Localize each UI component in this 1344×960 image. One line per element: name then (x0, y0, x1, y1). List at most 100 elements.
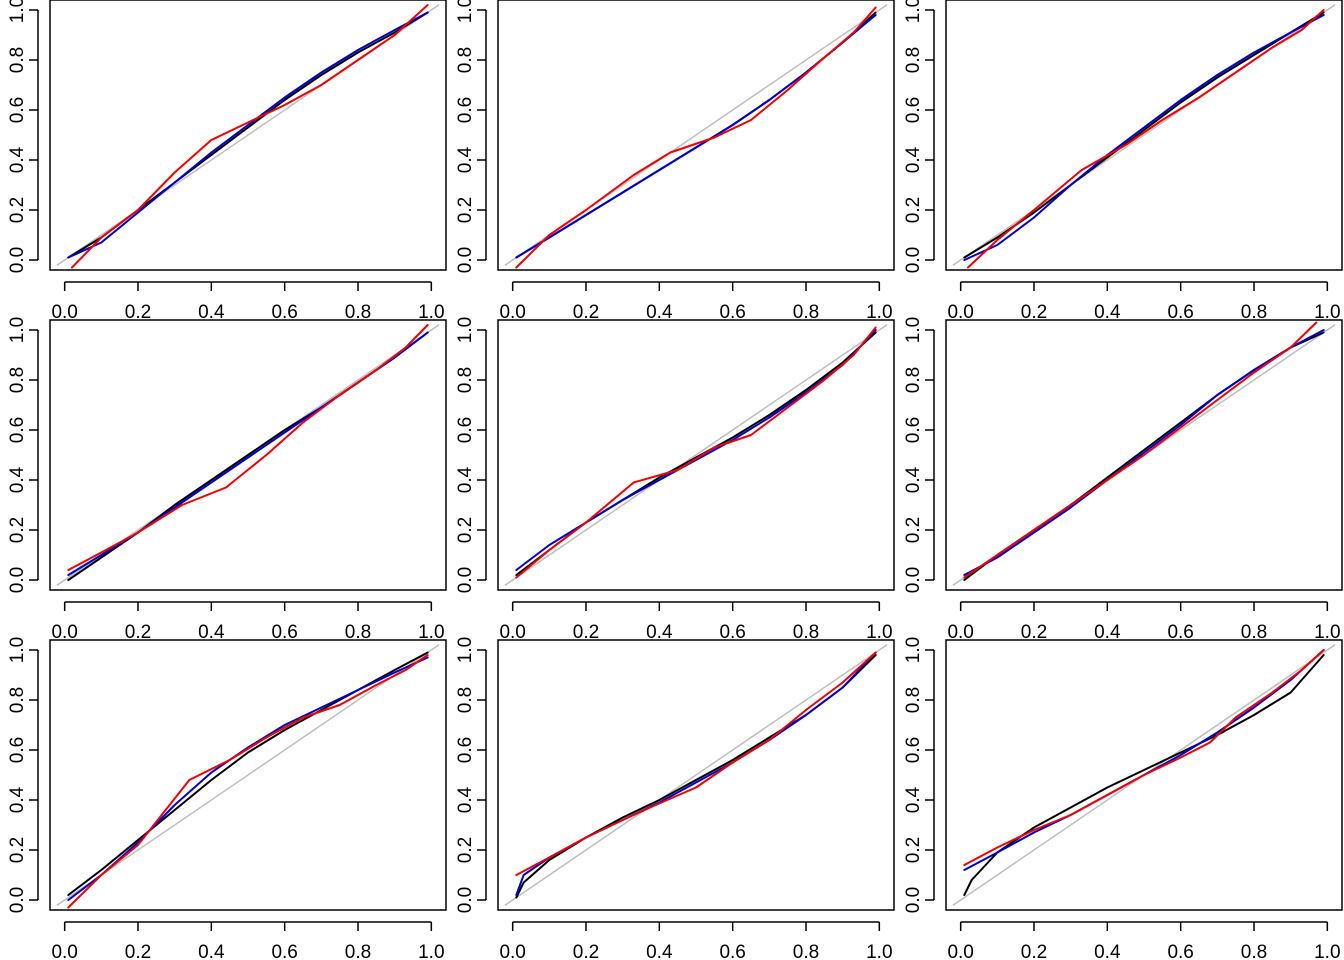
plot-frame (49, 319, 447, 591)
y-tick-label: 0.0 (903, 247, 924, 273)
y-tick-label: 0.4 (7, 466, 28, 493)
y-tick-label: 1.0 (903, 0, 924, 23)
y-tick-label: 0.8 (7, 47, 28, 73)
y-tick-label: 0.0 (903, 567, 924, 593)
series-line-3 (67, 654, 429, 909)
x-tick-label: 0.4 (198, 302, 225, 323)
y-tick-label: 0.4 (7, 786, 28, 813)
panel-row3-col2: 0.0 0.2 0.4 0.6 0.8 1.0 0.0 0.2 0.4 0.6 0.8 1.0 (455, 637, 895, 960)
x-tick-label: 0.6 (719, 942, 745, 960)
x-tick-label: 0.0 (51, 302, 77, 323)
x-tick-label: 0.6 (271, 622, 297, 643)
x-tick-label: 1.0 (418, 942, 444, 960)
x-tick-label: 0.6 (1167, 942, 1193, 960)
x-tick-label: 0.4 (1094, 942, 1121, 960)
y-tick-label: 1.0 (7, 0, 28, 23)
y-tick-label: 0.2 (7, 837, 28, 863)
y-tick-label: 0.6 (903, 737, 924, 763)
x-tick-label: 0.4 (646, 942, 673, 960)
x-tick-label: 0.0 (499, 622, 525, 643)
series-line-2 (963, 329, 1325, 576)
y-tick-label: 0.8 (7, 687, 28, 713)
y-tick-label: 0.2 (903, 837, 924, 863)
x-tick-label: 0.0 (51, 622, 77, 643)
x-tick-label: 1.0 (866, 302, 892, 323)
x-tick-label: 0.6 (271, 942, 297, 960)
y-tick-label: 0.0 (7, 247, 28, 273)
series-line-3 (515, 651, 877, 876)
plot-frame (945, 319, 1343, 591)
y-tick-label: 0.6 (455, 737, 476, 763)
y-tick-label: 0.4 (903, 146, 924, 173)
y-tick-label: 0.2 (903, 197, 924, 223)
x-tick-label: 1.0 (1314, 622, 1340, 643)
y-tick-label: 1.0 (455, 317, 476, 343)
y-tick-label: 0.2 (455, 517, 476, 543)
x-tick-label: 0.2 (1021, 622, 1047, 643)
y-tick-label: 0.0 (7, 887, 28, 913)
y-tick-label: 0.6 (903, 417, 924, 443)
series-line-3 (515, 326, 877, 579)
y-tick-label: 1.0 (903, 637, 924, 663)
series-line-2 (67, 656, 429, 901)
panel-row3-col1: 0.0 0.2 0.4 0.6 0.8 1.0 0.0 0.2 0.4 0.6 0.8 1.0 (7, 637, 447, 960)
y-tick-label: 0.8 (903, 47, 924, 73)
x-tick-label: 0.0 (499, 302, 525, 323)
y-tick-label: 0.4 (455, 146, 476, 173)
series-line-1 (963, 654, 1325, 896)
x-tick-label: 0.8 (345, 302, 371, 323)
x-tick-label: 1.0 (1314, 302, 1340, 323)
plot-frame (945, 639, 1343, 911)
y-tick-label: 0.2 (7, 197, 28, 223)
x-tick-label: 1.0 (866, 942, 892, 960)
panel-row2-col3: 0.0 0.2 0.4 0.6 0.8 1.0 0.0 0.2 0.4 0.6 0.8 1.0 (903, 317, 1343, 643)
reference-diagonal-line (504, 644, 888, 906)
x-tick-label: 0.2 (573, 302, 599, 323)
series-line-2 (67, 11, 429, 259)
y-tick-label: 0.0 (455, 887, 476, 913)
plot-frame (497, 0, 895, 271)
y-tick-label: 0.6 (7, 417, 28, 443)
series-line-2 (963, 14, 1325, 261)
x-tick-label: 0.0 (947, 622, 973, 643)
x-tick-label: 1.0 (1314, 942, 1340, 960)
x-tick-label: 0.8 (345, 942, 371, 960)
y-tick-label: 0.4 (455, 466, 476, 493)
y-tick-label: 0.6 (903, 97, 924, 123)
x-tick-label: 0.4 (198, 622, 225, 643)
panel-row1-col2: 0.0 0.2 0.4 0.6 0.8 1.0 0.0 0.2 0.4 0.6 0.8 1.0 (455, 0, 895, 323)
y-tick-label: 0.0 (7, 567, 28, 593)
y-tick-label: 0.2 (7, 517, 28, 543)
y-tick-label: 0.6 (455, 97, 476, 123)
series-line-3 (67, 324, 429, 571)
panel-row2-col2: 0.0 0.2 0.4 0.6 0.8 1.0 0.0 0.2 0.4 0.6 0.8 1.0 (455, 317, 895, 643)
y-tick-label: 0.2 (455, 197, 476, 223)
y-tick-label: 0.8 (455, 367, 476, 393)
x-tick-label: 0.0 (947, 302, 973, 323)
x-tick-label: 0.8 (1241, 942, 1267, 960)
y-tick-label: 0.6 (7, 737, 28, 763)
plot-frame (497, 639, 895, 911)
plot-frame (49, 0, 447, 271)
x-tick-label: 0.2 (1021, 942, 1047, 960)
y-tick-label: 1.0 (7, 637, 28, 663)
x-tick-label: 0.8 (793, 942, 819, 960)
panel-row1-col3: 0.0 0.2 0.4 0.6 0.8 1.0 0.0 0.2 0.4 0.6 0.8 1.0 (903, 0, 1343, 323)
series-line-3 (963, 649, 1325, 866)
x-tick-label: 0.2 (125, 622, 151, 643)
panel-row2-col1: 0.0 0.2 0.4 0.6 0.8 1.0 0.0 0.2 0.4 0.6 0.8 1.0 (7, 317, 447, 643)
y-tick-label: 0.2 (455, 837, 476, 863)
panel-row3-col3: 0.0 0.2 0.4 0.6 0.8 1.0 0.0 0.2 0.4 0.6 0.8 1.0 (903, 637, 1343, 960)
series-line-3 (963, 321, 1318, 579)
y-tick-label: 0.8 (455, 687, 476, 713)
x-tick-label: 0.6 (1167, 302, 1193, 323)
y-tick-label: 0.8 (903, 367, 924, 393)
x-tick-label: 0.6 (1167, 622, 1193, 643)
y-tick-label: 0.8 (7, 367, 28, 393)
y-tick-label: 0.0 (903, 887, 924, 913)
x-tick-label: 0.8 (345, 622, 371, 643)
y-tick-label: 0.0 (455, 247, 476, 273)
series-line-3 (71, 4, 429, 269)
x-tick-label: 0.4 (1094, 622, 1121, 643)
x-tick-label: 0.0 (51, 942, 77, 960)
